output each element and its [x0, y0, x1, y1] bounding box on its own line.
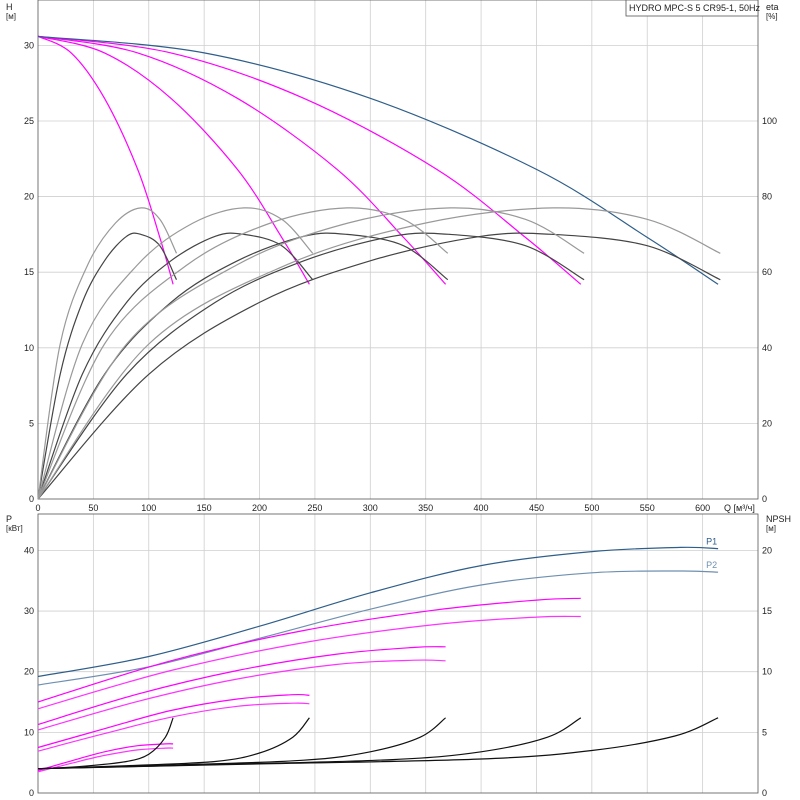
y-right-unit-top: [%] [766, 12, 778, 21]
bottom-series-line-7 [37, 702, 310, 752]
bottom-series-line-13 [37, 717, 582, 770]
top-series-line-14 [37, 207, 721, 500]
bottom-y-left-tick-0: 0 [29, 788, 34, 798]
legend-box: HYDRO MPC-S 5 CR95-1, 50Hz [625, 0, 761, 17]
top-series-line-1 [37, 35, 310, 285]
x-tick-6: 300 [363, 503, 378, 513]
bottom-series-line-6 [37, 693, 310, 749]
bottom-series-line-10 [37, 717, 174, 770]
top-y-left-tick-2: 10 [24, 343, 34, 353]
x-tick-11: 550 [640, 503, 655, 513]
bottom-series-label-p1: P1 [706, 537, 717, 547]
bottom-series-line-14 [37, 717, 719, 770]
top-y-right-tick-4: 80 [762, 192, 772, 202]
top-y-left-tick-3: 15 [24, 267, 34, 277]
top-series-line-6 [37, 232, 314, 500]
bottom-series-line-8 [37, 743, 174, 772]
power-npsh-panel: 0 10 20 30 40 0 5 10 15 20 P1 P2 [24, 513, 772, 798]
bottom-y-right-tick-2: 10 [762, 667, 772, 677]
bottom-y-right-tick-1: 5 [762, 727, 767, 737]
x-tick-12: 600 [695, 503, 710, 513]
top-series-line-12 [37, 207, 449, 500]
bottom-y-left-tick-4: 40 [24, 545, 34, 555]
y-right-label-bottom: NPSH [766, 514, 791, 524]
top-plot-frame [37, 0, 759, 500]
x-tick-1: 50 [88, 503, 98, 513]
top-y-left-tick-1: 5 [29, 418, 34, 428]
x-tick-0: 0 [35, 503, 40, 513]
bottom-series-line-4 [37, 646, 446, 726]
top-series-line-2 [37, 35, 447, 285]
x-tick-3: 150 [197, 503, 212, 513]
x-tick-8: 400 [474, 503, 489, 513]
top-series-line-3 [37, 35, 582, 285]
top-y-left-tick-0: 0 [29, 494, 34, 504]
top-series-line-13 [37, 207, 585, 500]
top-y-left-tick-4: 20 [24, 192, 34, 202]
top-series-line-11 [37, 207, 314, 500]
y-right-label-top: eta [766, 2, 779, 12]
top-y-right-tick-1: 20 [762, 418, 772, 428]
x-tick-4: 200 [252, 503, 267, 513]
bottom-plot-frame [37, 513, 759, 794]
bottom-y-right-tick-4: 20 [762, 545, 772, 555]
bottom-y-right-tick-0: 0 [762, 788, 767, 798]
bottom-series-line-5 [37, 659, 446, 731]
bottom-series-line-0 [37, 546, 719, 678]
y-left-unit-bottom: [кВт] [6, 524, 23, 533]
top-series-line-5 [37, 232, 178, 500]
y-left-label-top: H [6, 2, 13, 12]
top-series-line-9 [37, 232, 721, 500]
top-series-line-0 [37, 35, 174, 285]
bottom-y-right-tick-3: 15 [762, 606, 772, 616]
top-y-right-tick-2: 40 [762, 343, 772, 353]
bottom-series-line-2 [37, 597, 581, 703]
x-tick-10: 500 [584, 503, 599, 513]
x-axis-label: Q [м³/ч] [724, 503, 755, 513]
top-y-left-tick-6: 30 [24, 40, 34, 50]
y-left-label-bottom: P [6, 514, 12, 524]
top-series-line-10 [37, 207, 178, 500]
x-tick-7: 350 [418, 503, 433, 513]
y-right-unit-bottom: [м] [766, 524, 776, 533]
top-series-line-4 [37, 35, 719, 285]
legend-label: HYDRO MPC-S 5 CR95-1, 50Hz [629, 3, 761, 13]
bottom-series-label-p2: P2 [706, 560, 717, 570]
top-y-right-tick-3: 60 [762, 267, 772, 277]
x-tick-2: 100 [141, 503, 156, 513]
bottom-y-left-tick-3: 30 [24, 606, 34, 616]
top-y-right-tick-0: 0 [762, 494, 767, 504]
bottom-y-left-tick-1: 10 [24, 727, 34, 737]
top-y-left-tick-5: 25 [24, 116, 34, 126]
x-tick-5: 250 [307, 503, 322, 513]
bottom-series-line-9 [37, 747, 174, 773]
bottom-y-left-tick-2: 20 [24, 667, 34, 677]
top-series-line-7 [37, 232, 449, 500]
top-series-line-8 [37, 232, 585, 500]
bottom-series-line-1 [37, 570, 719, 686]
top-y-right-tick-5: 100 [762, 116, 777, 126]
y-left-unit-top: [м] [6, 12, 16, 21]
x-tick-9: 450 [529, 503, 544, 513]
bottom-series-line-3 [37, 615, 581, 710]
